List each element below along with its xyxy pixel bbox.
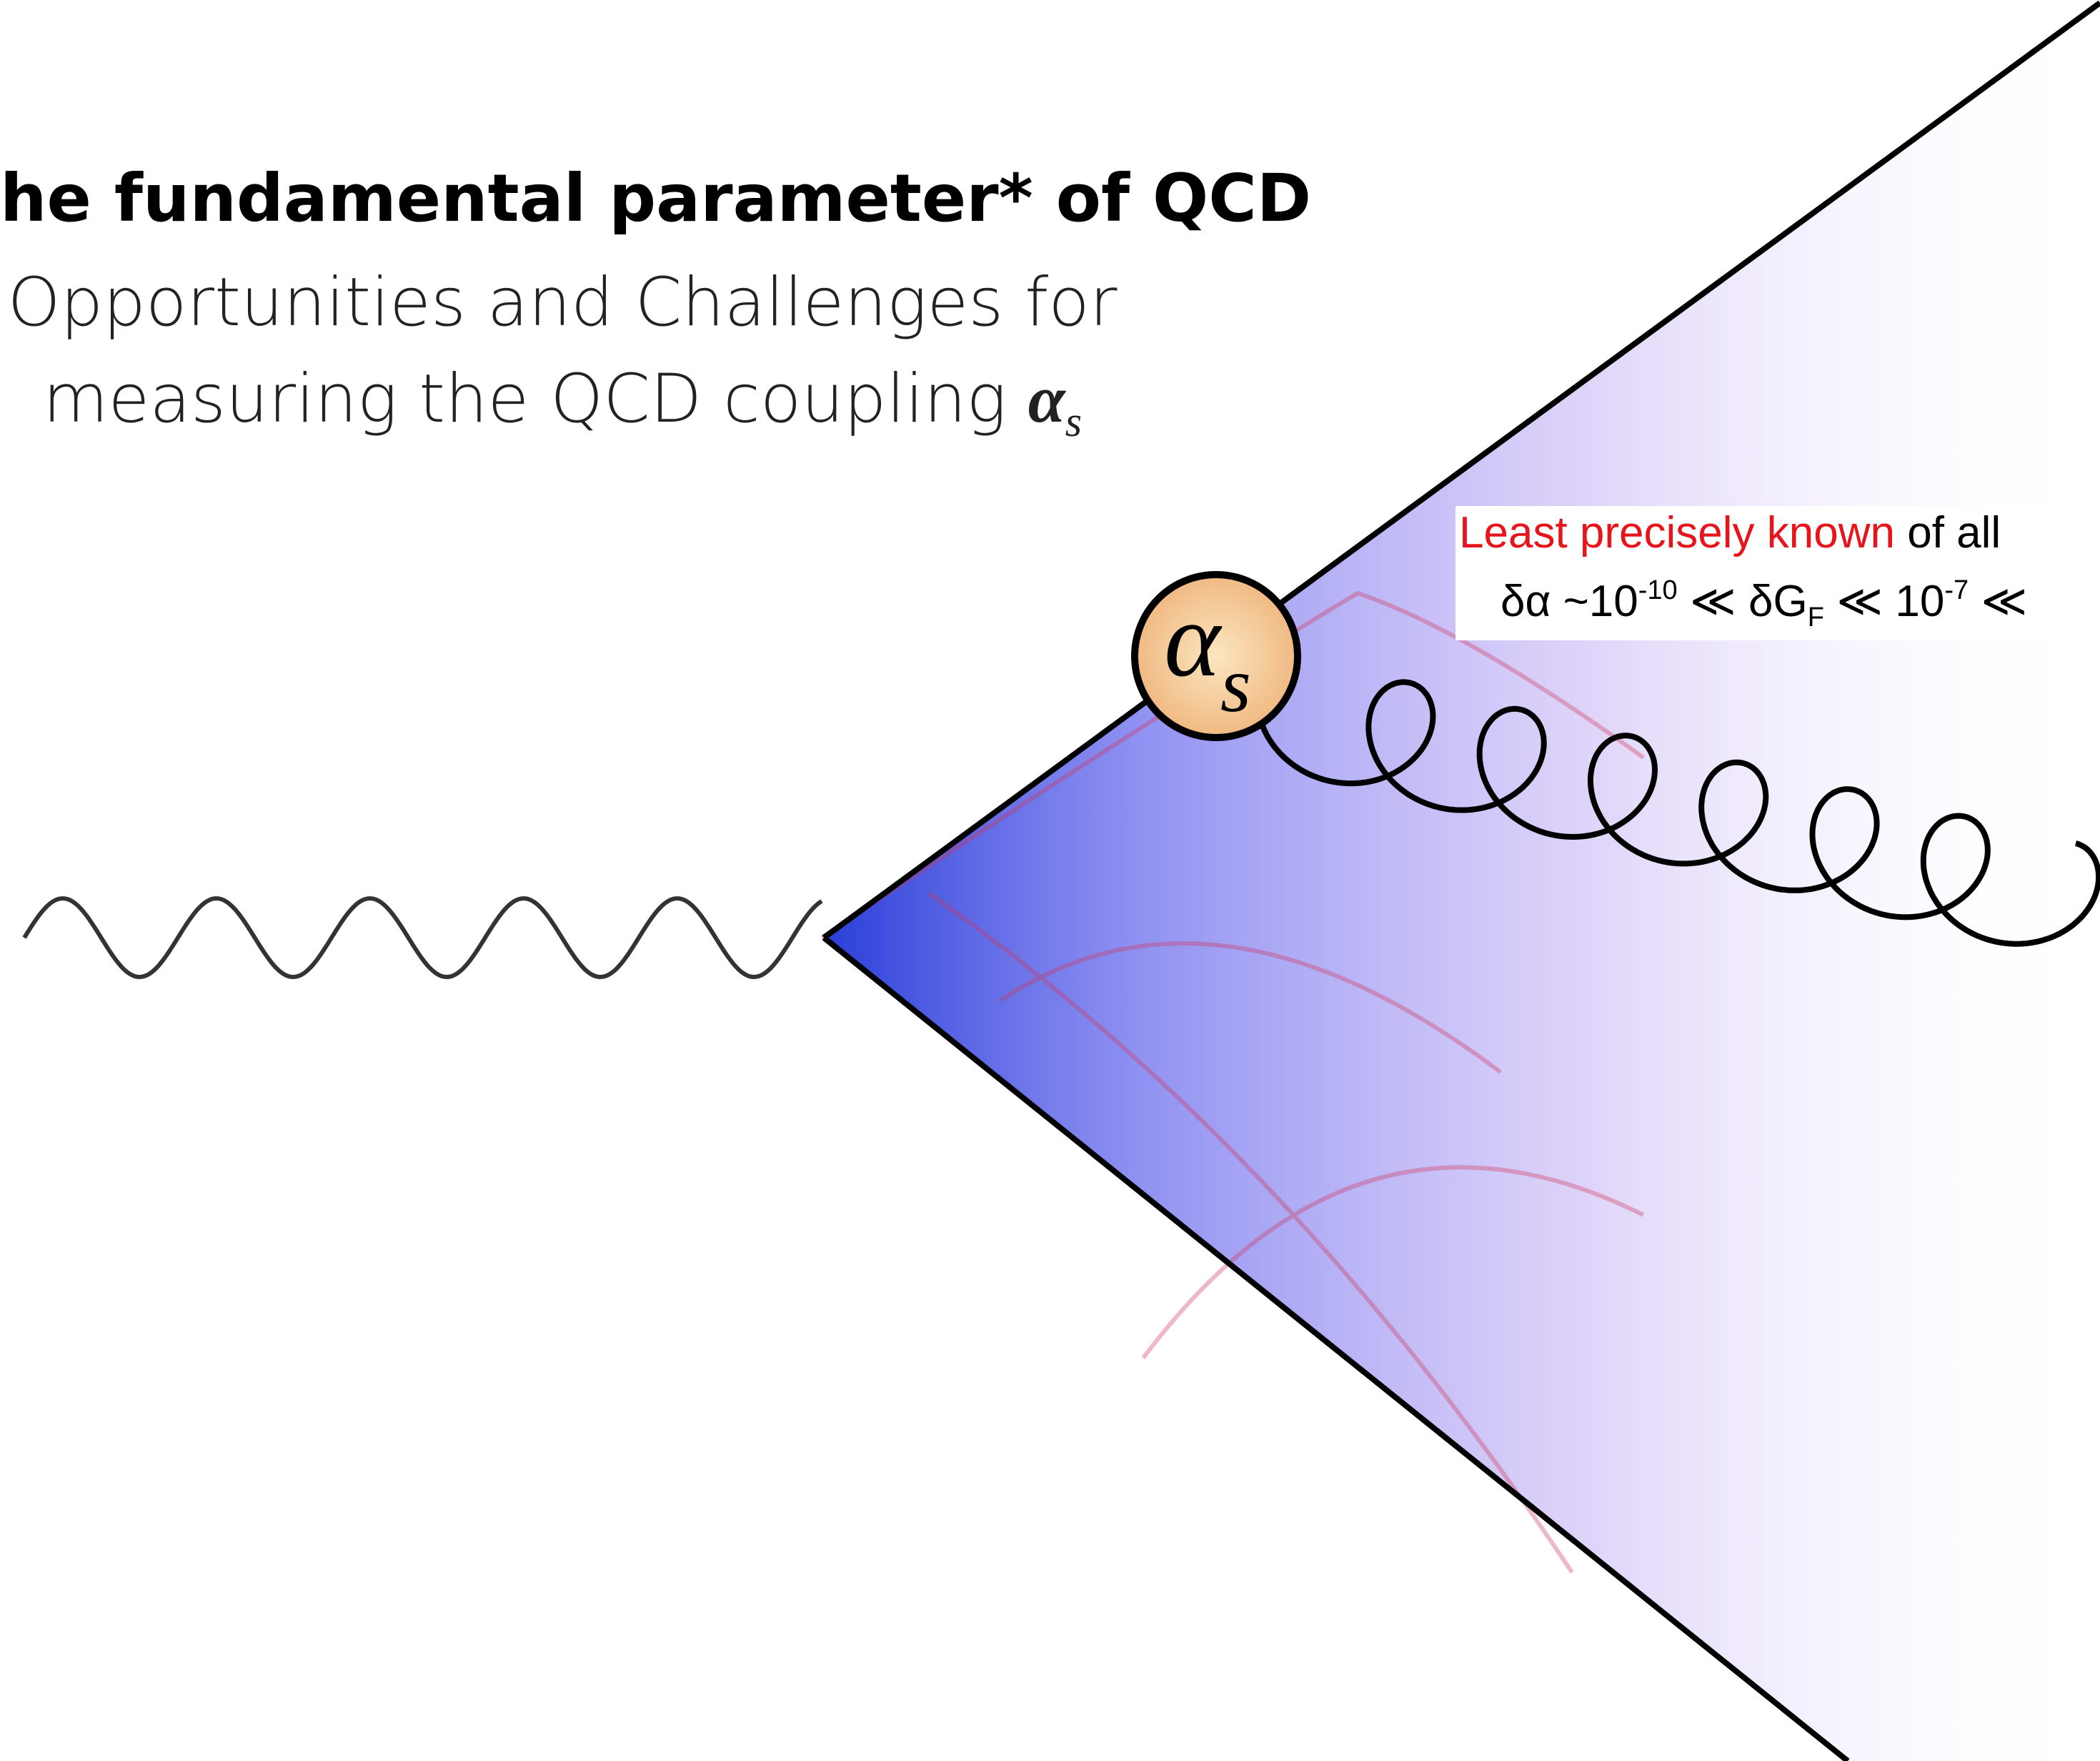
annotation-line: Least precisely known of all [1459,508,2001,557]
subtitle: measuring the QCD coupling αs [43,360,1082,445]
subtitle: Opportunities and Challenges for [8,264,1118,342]
slide: αs he fundamental parameter* of QCD Oppo… [0,0,2100,1761]
photon-line [24,898,822,977]
title: he fundamental parameter* of QCD [0,160,1311,237]
